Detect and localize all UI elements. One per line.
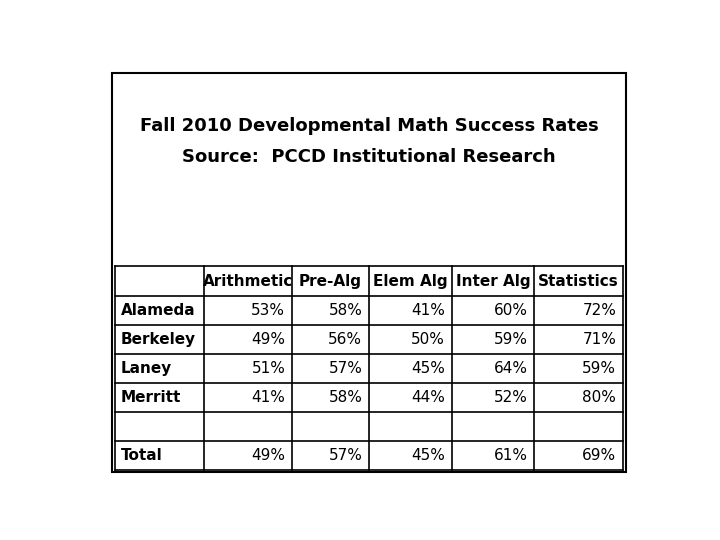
Text: 69%: 69%: [582, 448, 616, 463]
Text: Arithmetic: Arithmetic: [202, 274, 293, 288]
Text: Statistics: Statistics: [539, 274, 619, 288]
Text: 52%: 52%: [494, 390, 528, 405]
Text: 49%: 49%: [251, 332, 285, 347]
Text: 57%: 57%: [328, 361, 362, 376]
Text: Merritt: Merritt: [121, 390, 181, 405]
FancyBboxPatch shape: [112, 73, 626, 472]
Text: Fall 2010 Developmental Math Success Rates: Fall 2010 Developmental Math Success Rat…: [140, 117, 598, 135]
Text: 59%: 59%: [582, 361, 616, 376]
Text: 50%: 50%: [411, 332, 445, 347]
Text: Pre-Alg: Pre-Alg: [299, 274, 362, 288]
Text: 45%: 45%: [411, 361, 445, 376]
Text: Alameda: Alameda: [121, 302, 195, 318]
Text: Berkeley: Berkeley: [121, 332, 196, 347]
Text: 72%: 72%: [582, 302, 616, 318]
Text: 49%: 49%: [251, 448, 285, 463]
Text: Source:  PCCD Institutional Research: Source: PCCD Institutional Research: [182, 148, 556, 166]
Text: 45%: 45%: [411, 448, 445, 463]
Text: 41%: 41%: [411, 302, 445, 318]
Text: 51%: 51%: [251, 361, 285, 376]
Text: 53%: 53%: [251, 302, 285, 318]
Text: 56%: 56%: [328, 332, 362, 347]
Text: 57%: 57%: [328, 448, 362, 463]
Text: Laney: Laney: [121, 361, 172, 376]
Text: Inter Alg: Inter Alg: [456, 274, 531, 288]
Text: 59%: 59%: [494, 332, 528, 347]
Text: Total: Total: [121, 448, 163, 463]
Text: 58%: 58%: [328, 302, 362, 318]
Text: 80%: 80%: [582, 390, 616, 405]
Text: 60%: 60%: [494, 302, 528, 318]
Text: Elem Alg: Elem Alg: [373, 274, 448, 288]
Text: 64%: 64%: [494, 361, 528, 376]
Text: 71%: 71%: [582, 332, 616, 347]
Text: 41%: 41%: [251, 390, 285, 405]
Text: 61%: 61%: [494, 448, 528, 463]
Text: 44%: 44%: [411, 390, 445, 405]
Text: 58%: 58%: [328, 390, 362, 405]
